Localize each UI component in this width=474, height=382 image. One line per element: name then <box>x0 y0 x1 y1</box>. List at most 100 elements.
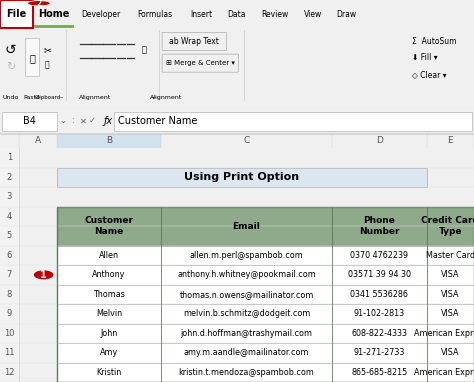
Text: 🎨: 🎨 <box>142 45 147 55</box>
FancyBboxPatch shape <box>332 343 427 363</box>
Text: Phone
Number: Phone Number <box>359 217 400 236</box>
Text: 📄: 📄 <box>45 61 50 70</box>
Text: 7: 7 <box>7 270 12 279</box>
Text: 608-822-4333: 608-822-4333 <box>351 329 407 338</box>
FancyBboxPatch shape <box>161 304 332 324</box>
Text: Alignment: Alignment <box>79 96 111 100</box>
FancyBboxPatch shape <box>332 207 427 246</box>
Text: 5: 5 <box>7 231 12 240</box>
FancyBboxPatch shape <box>332 363 427 382</box>
FancyBboxPatch shape <box>161 363 332 382</box>
FancyBboxPatch shape <box>57 363 161 382</box>
Text: B4: B4 <box>23 116 36 126</box>
Text: Amy: Amy <box>100 348 118 357</box>
FancyBboxPatch shape <box>57 304 161 324</box>
Text: Developer: Developer <box>81 10 120 19</box>
Text: ⊞ Merge & Center ▾: ⊞ Merge & Center ▾ <box>165 60 235 66</box>
Text: C: C <box>243 136 250 146</box>
FancyBboxPatch shape <box>57 246 161 265</box>
FancyBboxPatch shape <box>427 265 474 285</box>
Text: American Express: American Express <box>414 329 474 338</box>
Text: 865-685-8215: 865-685-8215 <box>351 368 407 377</box>
Text: View: View <box>304 10 322 19</box>
Text: ⬇ Fill ▾: ⬇ Fill ▾ <box>412 53 438 62</box>
FancyBboxPatch shape <box>427 207 474 246</box>
FancyBboxPatch shape <box>57 134 161 148</box>
Text: ⌄: ⌄ <box>59 116 66 125</box>
FancyBboxPatch shape <box>57 168 427 187</box>
FancyBboxPatch shape <box>161 285 332 304</box>
FancyBboxPatch shape <box>427 363 474 382</box>
Text: 2: 2 <box>7 173 12 182</box>
Text: Home: Home <box>37 9 69 19</box>
Text: Σ  AutoSum: Σ AutoSum <box>412 37 457 46</box>
FancyBboxPatch shape <box>161 207 332 246</box>
Circle shape <box>27 1 50 6</box>
Text: ✂: ✂ <box>43 45 52 55</box>
Text: Using Print Option: Using Print Option <box>184 172 299 183</box>
FancyBboxPatch shape <box>161 343 332 363</box>
Text: 4: 4 <box>7 212 12 221</box>
FancyBboxPatch shape <box>332 246 427 265</box>
Text: melvin.b.schmitz@dodgeit.com: melvin.b.schmitz@dodgeit.com <box>183 309 310 318</box>
FancyBboxPatch shape <box>57 265 161 285</box>
Text: Customer Name: Customer Name <box>118 116 197 126</box>
Text: 9: 9 <box>7 309 12 318</box>
Text: A: A <box>35 136 41 146</box>
Text: American Express: American Express <box>414 368 474 377</box>
Text: 10: 10 <box>4 329 15 338</box>
Text: thomas.n.owens@mailinator.com: thomas.n.owens@mailinator.com <box>179 290 314 299</box>
Text: Anthony: Anthony <box>92 270 126 279</box>
Text: ab Wrap Text: ab Wrap Text <box>169 37 219 46</box>
FancyBboxPatch shape <box>332 304 427 324</box>
Text: Review: Review <box>261 10 289 19</box>
FancyBboxPatch shape <box>332 324 427 343</box>
Text: ✕: ✕ <box>80 116 86 125</box>
Text: ◇ Clear ▾: ◇ Clear ▾ <box>412 70 447 79</box>
Text: 0370 4762239: 0370 4762239 <box>350 251 408 260</box>
Text: John: John <box>100 329 118 338</box>
FancyBboxPatch shape <box>57 285 161 304</box>
Text: 2: 2 <box>36 0 42 8</box>
Text: john.d.hoffman@trashymail.com: john.d.hoffman@trashymail.com <box>181 329 312 338</box>
Text: Alignment: Alignment <box>150 96 182 100</box>
FancyBboxPatch shape <box>0 0 33 28</box>
Text: amy.m.aandle@mailinator.com: amy.m.aandle@mailinator.com <box>184 348 309 357</box>
Text: Clipboard: Clipboard <box>34 96 61 100</box>
FancyBboxPatch shape <box>114 112 472 131</box>
Text: D: D <box>376 136 383 146</box>
Text: allen.m.perl@spambob.com: allen.m.perl@spambob.com <box>190 251 303 260</box>
Text: Paste: Paste <box>24 96 41 100</box>
FancyBboxPatch shape <box>427 285 474 304</box>
Text: VISA: VISA <box>441 348 460 357</box>
Text: Draw: Draw <box>336 10 356 19</box>
FancyBboxPatch shape <box>57 207 161 246</box>
Text: Undo: Undo <box>2 96 18 100</box>
Text: Customer
Name: Customer Name <box>84 217 134 236</box>
Text: 1: 1 <box>7 154 12 162</box>
FancyBboxPatch shape <box>161 246 332 265</box>
Text: 0341 5536286: 0341 5536286 <box>350 290 408 299</box>
Text: Allen: Allen <box>99 251 119 260</box>
Text: 8: 8 <box>7 290 12 299</box>
Text: E: E <box>447 136 453 146</box>
Text: 91-271-2733: 91-271-2733 <box>354 348 405 357</box>
Text: Insert: Insert <box>191 10 212 19</box>
FancyBboxPatch shape <box>161 265 332 285</box>
Text: anthony.h.whitney@pookmail.com: anthony.h.whitney@pookmail.com <box>177 270 316 279</box>
Text: 📋: 📋 <box>29 53 35 63</box>
Text: Master Card: Master Card <box>426 251 474 260</box>
FancyBboxPatch shape <box>2 112 57 131</box>
Text: 91-102-2813: 91-102-2813 <box>354 309 405 318</box>
Text: ⌐: ⌐ <box>57 95 63 101</box>
FancyBboxPatch shape <box>161 324 332 343</box>
Text: File: File <box>7 9 27 19</box>
Text: Credit Card
Type: Credit Card Type <box>421 217 474 236</box>
Text: Data: Data <box>228 10 246 19</box>
Text: :: : <box>72 116 75 125</box>
FancyBboxPatch shape <box>162 32 227 50</box>
FancyBboxPatch shape <box>427 324 474 343</box>
Text: 03571 39 94 30: 03571 39 94 30 <box>348 270 410 279</box>
Text: 6: 6 <box>7 251 12 260</box>
Text: ↻: ↻ <box>6 63 15 73</box>
